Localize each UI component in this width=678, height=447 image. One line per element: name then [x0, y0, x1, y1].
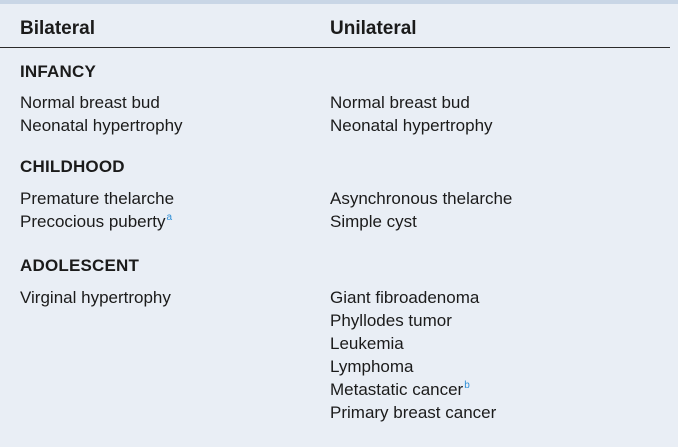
adolescent-unilateral: Giant fibroadenoma Phyllodes tumor Leuke… — [330, 286, 496, 424]
list-item: Neonatal hypertrophy — [330, 116, 493, 135]
header-unilateral: Unilateral — [330, 18, 417, 39]
list-item: Neonatal hypertrophy — [20, 116, 183, 135]
list-item: Primary breast cancer — [330, 403, 497, 422]
section-title-adolescent: ADOLESCENT — [20, 256, 140, 275]
section-title-infancy: INFANCY — [20, 62, 97, 81]
table-header: Bilateral Unilateral — [0, 4, 678, 48]
list-item: Premature thelarche — [20, 189, 175, 208]
header-rule — [0, 47, 670, 48]
list-item: Normal breast bud — [330, 93, 470, 112]
list-item: Virginal hypertrophy — [20, 288, 171, 307]
list-item: Giant fibroadenoma — [330, 288, 480, 307]
adolescent-bilateral: Virginal hypertrophy — [20, 286, 171, 309]
list-item: Metastatic cancerb — [330, 380, 470, 399]
childhood-unilateral: Asynchronous thelarche Simple cyst — [330, 187, 512, 233]
list-item: Simple cyst — [330, 212, 417, 231]
header-bilateral: Bilateral — [20, 18, 95, 39]
infancy-bilateral: Normal breast bud Neonatal hypertrophy — [20, 91, 183, 137]
list-item: Precocious pubertya — [20, 212, 173, 231]
footnote-marker: b — [464, 380, 470, 392]
infancy-unilateral: Normal breast bud Neonatal hypertrophy — [330, 91, 493, 137]
list-item: Lymphoma — [330, 357, 414, 376]
section-title-childhood: CHILDHOOD — [20, 157, 125, 176]
list-item: Phyllodes tumor — [330, 311, 452, 330]
list-item: Asynchronous thelarche — [330, 189, 513, 208]
table-top-border — [0, 0, 678, 4]
differential-table: Bilateral Unilateral INFANCY Normal brea… — [0, 4, 678, 422]
childhood-bilateral: Premature thelarche Precocious pubertya — [20, 187, 174, 233]
footnote-marker: a — [166, 212, 173, 224]
list-item: Leukemia — [330, 334, 404, 353]
list-item: Normal breast bud — [20, 93, 160, 112]
